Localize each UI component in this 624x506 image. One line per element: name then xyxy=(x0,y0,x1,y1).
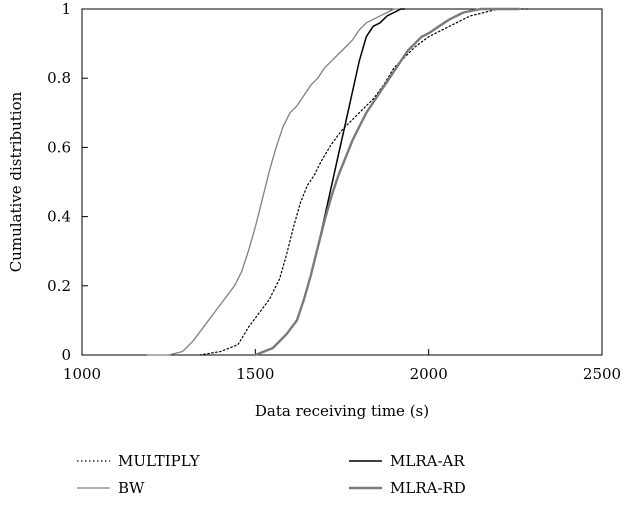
plot-frame xyxy=(81,8,603,356)
y-tick-label: 0.4 xyxy=(47,208,71,226)
x-tick-label: 1000 xyxy=(63,365,101,383)
series-layer xyxy=(147,7,530,357)
legend-label: MLRA-RD xyxy=(390,479,466,497)
y-tick-label: 0 xyxy=(61,346,71,364)
y-axis-label: Cumulative distribution xyxy=(7,91,25,272)
y-tick-label: 0.6 xyxy=(47,138,71,156)
legend-label: BW xyxy=(118,479,145,497)
x-tick-label: 2000 xyxy=(410,365,448,383)
legend: MULTIPLY BW MLRA-AR MLRA-RD xyxy=(77,452,466,497)
y-tick-label: 1 xyxy=(61,0,71,18)
series-line xyxy=(254,8,406,356)
axes-layer: 1000 1500 2000 2500 0 0.2 0.4 0.6 0.8 1 Data recei… xyxy=(7,0,621,420)
x-tick-label: 1500 xyxy=(236,365,274,383)
y-tick-label: 0.8 xyxy=(47,69,71,87)
y-tick-label: 0.2 xyxy=(47,277,71,295)
legend-label: MULTIPLY xyxy=(118,452,201,470)
x-tick-label: 2500 xyxy=(583,365,621,383)
x-axis-label: Data receiving time (s) xyxy=(255,402,429,420)
series-line xyxy=(254,7,520,357)
series-line xyxy=(147,8,402,356)
legend-label: MLRA-AR xyxy=(390,452,465,470)
series-line xyxy=(199,8,530,356)
